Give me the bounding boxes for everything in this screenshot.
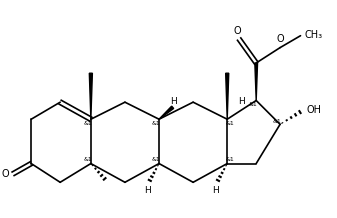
Text: OH: OH	[306, 105, 321, 115]
Text: &1: &1	[249, 102, 257, 107]
Text: &1: &1	[84, 157, 92, 162]
Text: H: H	[212, 186, 219, 195]
Text: &1: &1	[152, 157, 160, 162]
Text: H: H	[144, 186, 151, 195]
Polygon shape	[226, 73, 229, 119]
Text: H: H	[170, 97, 177, 106]
Polygon shape	[255, 63, 257, 100]
Text: CH₃: CH₃	[305, 30, 323, 40]
Text: O: O	[234, 26, 241, 36]
Polygon shape	[89, 73, 92, 119]
Text: &1: &1	[226, 121, 235, 126]
Text: H: H	[238, 97, 245, 106]
Text: O: O	[1, 169, 9, 179]
Polygon shape	[159, 106, 174, 119]
Text: &1: &1	[226, 157, 235, 162]
Text: O: O	[276, 34, 284, 44]
Text: &1: &1	[273, 119, 281, 124]
Text: &1: &1	[84, 121, 92, 126]
Text: &1: &1	[152, 121, 160, 126]
